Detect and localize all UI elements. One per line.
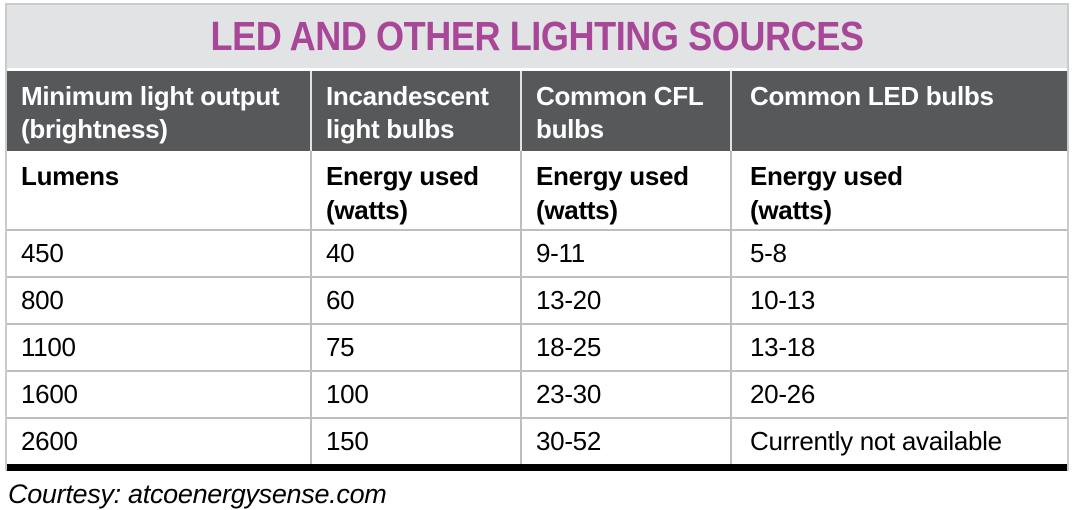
data-cell-cfl: 13-20	[522, 278, 730, 323]
data-cell-led: Currently not available	[732, 419, 1067, 464]
table-title-bar: LED AND OTHER LIGHTING SOURCES	[7, 5, 1067, 68]
data-cell-lumens: 1600	[7, 372, 310, 417]
data-cell-led: 13-18	[732, 325, 1067, 370]
header-cell-incandescent: Incandescent light bulbs	[312, 71, 520, 151]
data-cell-led: 10-13	[732, 278, 1067, 323]
subheader-cell-lumens: Lumens	[7, 151, 310, 229]
lighting-table: LED AND OTHER LIGHTING SOURCES Minimum l…	[5, 3, 1069, 471]
data-cell-lumens: 450	[7, 231, 310, 276]
data-cell-cfl: 23-30	[522, 372, 730, 417]
table-title: LED AND OTHER LIGHTING SOURCES	[210, 13, 864, 59]
data-cell-led: 20-26	[732, 372, 1067, 417]
data-cell-led: 5-8	[732, 231, 1067, 276]
bottom-divider-bar	[7, 464, 1067, 471]
subheader-cell-energy-incandescent: Energy used (watts)	[312, 151, 520, 229]
subheader-cell-energy-cfl: Energy used (watts)	[522, 151, 730, 229]
data-cell-lumens: 1100	[7, 325, 310, 370]
subheader-cell-energy-led: Energy used (watts)	[732, 151, 1067, 229]
header-cell-led: Common LED bulbs	[732, 71, 1067, 151]
data-cell-cfl: 18-25	[522, 325, 730, 370]
data-cell-incandescent: 40	[312, 231, 520, 276]
data-cell-cfl: 9-11	[522, 231, 730, 276]
header-row: Minimum light output (brightness) Incand…	[7, 71, 1067, 151]
data-cell-incandescent: 75	[312, 325, 520, 370]
header-cell-cfl: Common CFL bulbs	[522, 71, 730, 151]
data-cell-cfl: 30-52	[522, 419, 730, 464]
data-cell-lumens: 800	[7, 278, 310, 323]
header-cell-minimum-light-output: Minimum light output (brightness)	[7, 71, 310, 151]
data-cell-incandescent: 150	[312, 419, 520, 464]
courtesy-text: Courtesy: atcoenergysense.com	[8, 479, 387, 509]
title-divider	[7, 68, 1067, 71]
data-cell-incandescent: 60	[312, 278, 520, 323]
data-cell-incandescent: 100	[312, 372, 520, 417]
table-body: Lumens Energy used (watts) Energy used (…	[7, 151, 1067, 464]
data-cell-lumens: 2600	[7, 419, 310, 464]
